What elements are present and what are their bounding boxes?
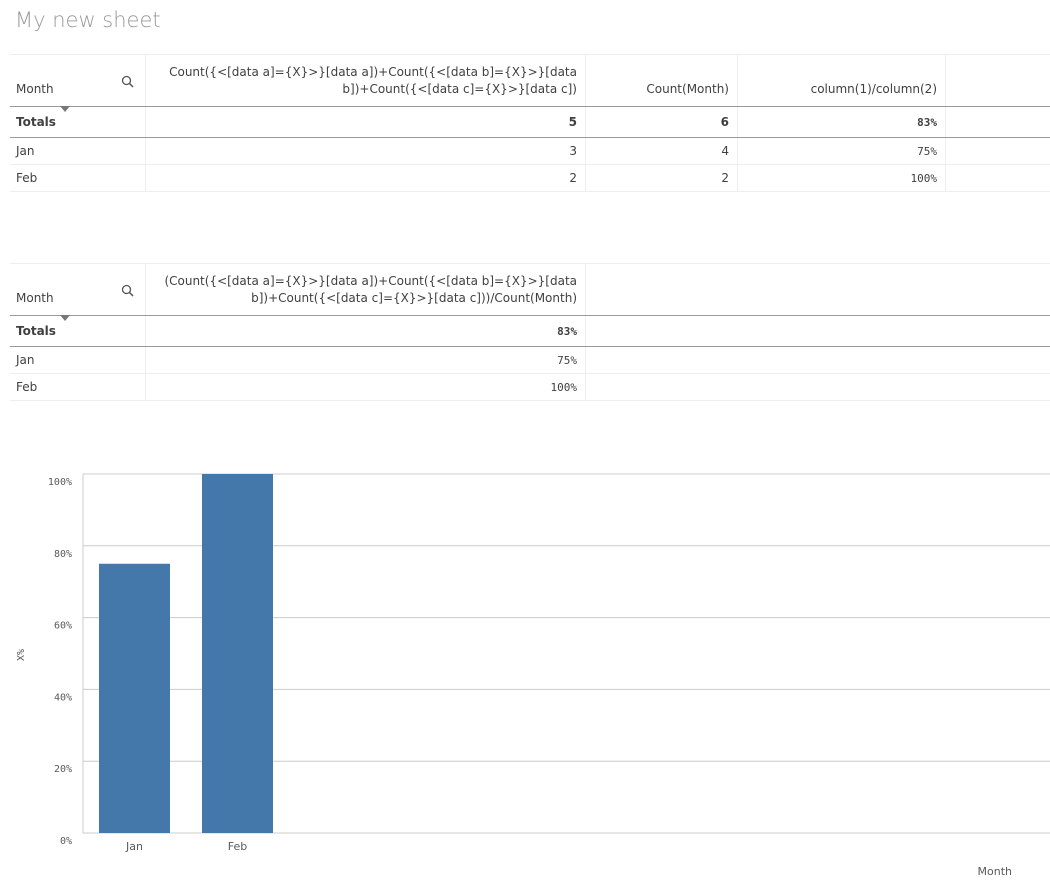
bar bbox=[202, 474, 273, 833]
column-header: Count(Month) bbox=[586, 55, 738, 106]
cell-text: 75% bbox=[557, 353, 577, 367]
table-cell: Jan bbox=[10, 138, 146, 164]
table-cell: 100% bbox=[738, 165, 946, 191]
column-header: (Count({<[data a]={X}>}[data a])+Count({… bbox=[146, 264, 586, 315]
table-cell: 2 bbox=[586, 165, 738, 191]
y-tick-label: 100% bbox=[48, 477, 72, 488]
column-header: Month bbox=[10, 264, 146, 321]
search-icon[interactable] bbox=[121, 75, 135, 89]
x-tick-label: Feb bbox=[228, 840, 247, 853]
totals-row: Totals 83% bbox=[10, 316, 1050, 347]
empty-cell bbox=[946, 107, 1050, 137]
empty-cell bbox=[946, 165, 1050, 191]
cell-text: 2 bbox=[569, 171, 577, 185]
table-cell: Feb bbox=[10, 165, 146, 191]
table-cell: Feb bbox=[10, 374, 146, 400]
header-row: Month (Count({<[data a]={X}>}[data a])+Co… bbox=[10, 263, 1050, 321]
sort-indicator bbox=[60, 315, 70, 321]
empty-cell bbox=[586, 316, 1050, 346]
table-cell: 75% bbox=[146, 347, 586, 373]
data-row: Feb 100% bbox=[10, 374, 1050, 401]
empty-cell bbox=[586, 264, 1050, 315]
column-header: column(1)/column(2) bbox=[738, 55, 946, 106]
cell-text: 75% bbox=[917, 144, 937, 158]
empty-cell bbox=[946, 138, 1050, 164]
cell-text: 100% bbox=[910, 171, 938, 185]
table-cell: 3 bbox=[146, 138, 586, 164]
table-cell: 75% bbox=[738, 138, 946, 164]
column-header: Month bbox=[10, 55, 146, 112]
table-cell: Totals bbox=[10, 316, 146, 346]
cell-text: 2 bbox=[721, 171, 729, 185]
y-axis-title: X% bbox=[16, 649, 27, 661]
sort-indicator bbox=[60, 106, 70, 112]
table-cell: 5 bbox=[146, 107, 586, 137]
table-cell: 83% bbox=[738, 107, 946, 137]
header-row: Month Count({<[data a]={X}>}[data a])+Cou… bbox=[10, 54, 1050, 112]
table-cell: 6 bbox=[586, 107, 738, 137]
cell-text: 4 bbox=[721, 144, 729, 158]
empty-cell bbox=[946, 55, 1050, 106]
cell-text: Feb bbox=[16, 380, 38, 394]
column-header: Count({<[data a]={X}>}[data a])+Count({<… bbox=[146, 55, 586, 106]
table: Month (Count({<[data a]={X}>}[data a])+Co… bbox=[10, 263, 1050, 401]
data-row: Jan 3 4 75% bbox=[10, 138, 1050, 165]
x-axis-title: Month bbox=[978, 865, 1013, 878]
cell-text: 83% bbox=[557, 324, 577, 338]
search-icon[interactable] bbox=[121, 284, 135, 298]
table-cell: 4 bbox=[586, 138, 738, 164]
bar bbox=[99, 563, 170, 833]
y-tick-label: 0% bbox=[60, 836, 72, 847]
cell-text[interactable]: column(1)/column(2) bbox=[810, 82, 937, 96]
y-tick-label: 20% bbox=[54, 764, 72, 775]
table-cell: Totals bbox=[10, 107, 146, 137]
sheet-title: My new sheet bbox=[15, 8, 161, 32]
empty-cell bbox=[586, 374, 1050, 400]
data-row: Jan 75% bbox=[10, 347, 1050, 374]
empty-cell bbox=[586, 347, 1050, 373]
cell-text[interactable]: Count({<[data a]={X}>}[data a])+Count({<… bbox=[169, 65, 577, 96]
cell-text: Jan bbox=[16, 144, 35, 158]
y-tick-label: 40% bbox=[54, 692, 72, 703]
cell-text: 6 bbox=[720, 115, 729, 129]
cell-text: Jan bbox=[16, 353, 35, 367]
cell-text: Totals bbox=[16, 324, 56, 338]
table: Month Count({<[data a]={X}>}[data a])+Cou… bbox=[10, 54, 1050, 192]
y-tick-label: 80% bbox=[54, 549, 72, 560]
cell-text: 83% bbox=[917, 115, 937, 129]
cell-text: 3 bbox=[569, 144, 577, 158]
y-tick-label: 60% bbox=[54, 621, 72, 632]
cell-text: 5 bbox=[568, 115, 577, 129]
cell-text: Totals bbox=[16, 115, 56, 129]
table-cell: 2 bbox=[146, 165, 586, 191]
data-row: Feb 2 2 100% bbox=[10, 165, 1050, 192]
table-cell: 100% bbox=[146, 374, 586, 400]
cell-text[interactable]: Count(Month) bbox=[646, 82, 729, 96]
totals-row: Totals 5 6 83% bbox=[10, 107, 1050, 138]
table-cell: 83% bbox=[146, 316, 586, 346]
cell-text[interactable]: Month bbox=[16, 291, 54, 305]
cell-text: 100% bbox=[550, 380, 578, 394]
table-cell: Jan bbox=[10, 347, 146, 373]
x-tick-label: Jan bbox=[125, 840, 143, 853]
cell-text: Feb bbox=[16, 171, 38, 185]
cell-text[interactable]: Month bbox=[16, 82, 54, 96]
cell-text[interactable]: (Count({<[data a]={X}>}[data a])+Count({… bbox=[164, 274, 577, 305]
